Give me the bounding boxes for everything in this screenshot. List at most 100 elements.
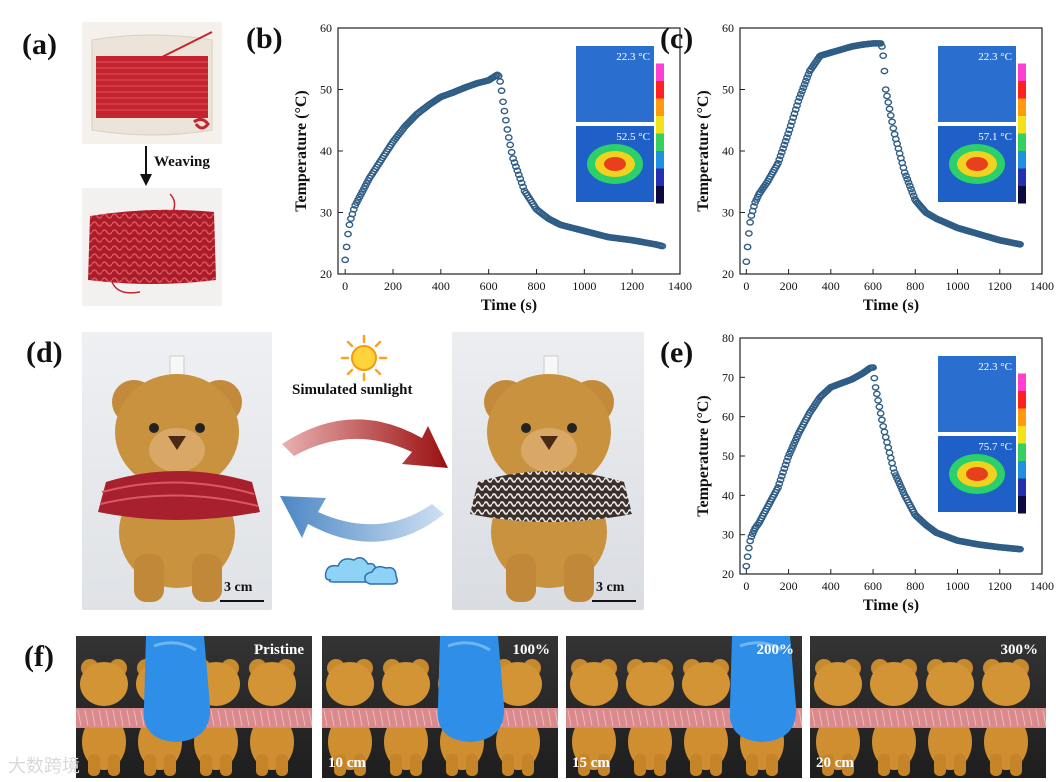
bear-leg [108, 754, 120, 776]
knit-stitch [567, 709, 572, 727]
data-point [743, 243, 752, 251]
stretch-corner-label: 100% [512, 642, 551, 658]
data-point [774, 159, 782, 167]
bear-leg [220, 754, 232, 776]
knit-stitch [644, 709, 649, 727]
data-point [777, 472, 786, 480]
data-point [869, 364, 877, 371]
data-point [885, 105, 894, 113]
knit-stitch [365, 709, 370, 727]
data-point [776, 476, 785, 484]
knit-stitch [672, 709, 677, 727]
x-tick-label: 1400 [668, 279, 692, 293]
x-tick-label: 400 [432, 279, 450, 293]
bear-head [682, 662, 730, 706]
knit-stitch [547, 709, 552, 727]
knit-stitch [986, 709, 991, 727]
bear-head [626, 662, 674, 706]
knit-stitch [923, 709, 928, 727]
data-point [780, 465, 789, 472]
data-point [519, 183, 528, 191]
knit-stitch [386, 709, 391, 727]
data-point [788, 118, 796, 126]
knit-stitch [526, 709, 531, 727]
teddy-bw-illustration [470, 355, 632, 602]
knit-stitch [637, 709, 642, 727]
bear-leg [502, 754, 514, 776]
stretch-photo-100: 100% 10 cm [322, 636, 558, 778]
bear-leg [390, 754, 402, 776]
knit-stitch [98, 709, 103, 727]
knit-stitch [105, 709, 110, 727]
x-tick-label: 400 [822, 579, 840, 593]
bear-leg [990, 754, 1002, 776]
stretch-photo-pristine: Pristine [76, 636, 312, 778]
knit-stitch [554, 709, 558, 727]
bear-leg [446, 754, 458, 776]
knit-stitch [588, 709, 593, 727]
data-point [503, 126, 512, 133]
knit-stitch [372, 709, 377, 727]
colorbar-step [1018, 98, 1026, 116]
data-point [344, 230, 352, 238]
data-point [793, 102, 801, 109]
bear-leg [164, 754, 176, 776]
x-tick-label: 200 [780, 579, 798, 593]
knit-stitch [252, 709, 257, 727]
glove-highlight [739, 641, 783, 652]
knit-stitch [540, 709, 545, 727]
knit-stitch [651, 709, 656, 727]
knit-stitch [874, 709, 879, 727]
bear-head [926, 662, 974, 706]
bear-leg [276, 754, 288, 776]
colorbar-step [656, 116, 664, 134]
data-point [883, 92, 891, 100]
data-point [876, 40, 885, 47]
bear-leg [256, 754, 268, 776]
glove-palm [729, 636, 797, 742]
knit-stitch [581, 709, 586, 727]
knit-stitch [686, 709, 691, 727]
knit-stitch [119, 709, 124, 727]
bear-leg [334, 754, 346, 776]
stretch-corner-label: 300% [1000, 642, 1039, 658]
knit-stitch [259, 709, 264, 727]
data-point [881, 433, 890, 441]
data-point [777, 148, 786, 156]
data-point [880, 428, 889, 436]
data-point [512, 163, 520, 170]
bear-leg [878, 754, 890, 776]
data-point [874, 397, 883, 404]
data-point [881, 86, 890, 93]
bear-leg [898, 754, 910, 776]
cooling-arrow [280, 496, 444, 542]
stretch-corner-label: Pristine [254, 642, 304, 658]
stretch-illustration-100 [322, 636, 558, 776]
data-point [507, 148, 516, 156]
stretch-length-label: 15 cm [572, 755, 610, 771]
knit-stitch [658, 709, 663, 727]
data-point [883, 439, 891, 446]
knit-stitch [700, 709, 705, 727]
x-axis-label: Time (s) [863, 597, 919, 614]
bear-leg [954, 754, 966, 776]
x-tick-label: 200 [384, 279, 402, 293]
bear-leg [934, 754, 946, 776]
data-series [341, 71, 667, 264]
knit-stitch [902, 709, 907, 727]
woven-fabric-photo [82, 188, 222, 306]
data-series [742, 40, 1024, 265]
data-point [744, 544, 753, 552]
x-tick-label: 1200 [620, 279, 644, 293]
knit-stitch [414, 709, 419, 727]
knit-stitch [881, 709, 886, 727]
glove-highlight [447, 641, 491, 652]
colorbar-step [1018, 443, 1026, 461]
y-axis-label: Temperature (°C) [293, 90, 310, 211]
knit-stitch [721, 709, 726, 727]
knit-stitch [287, 709, 292, 727]
data-point [658, 242, 667, 250]
knit-stitch [512, 709, 517, 727]
bear-figure [494, 659, 542, 776]
